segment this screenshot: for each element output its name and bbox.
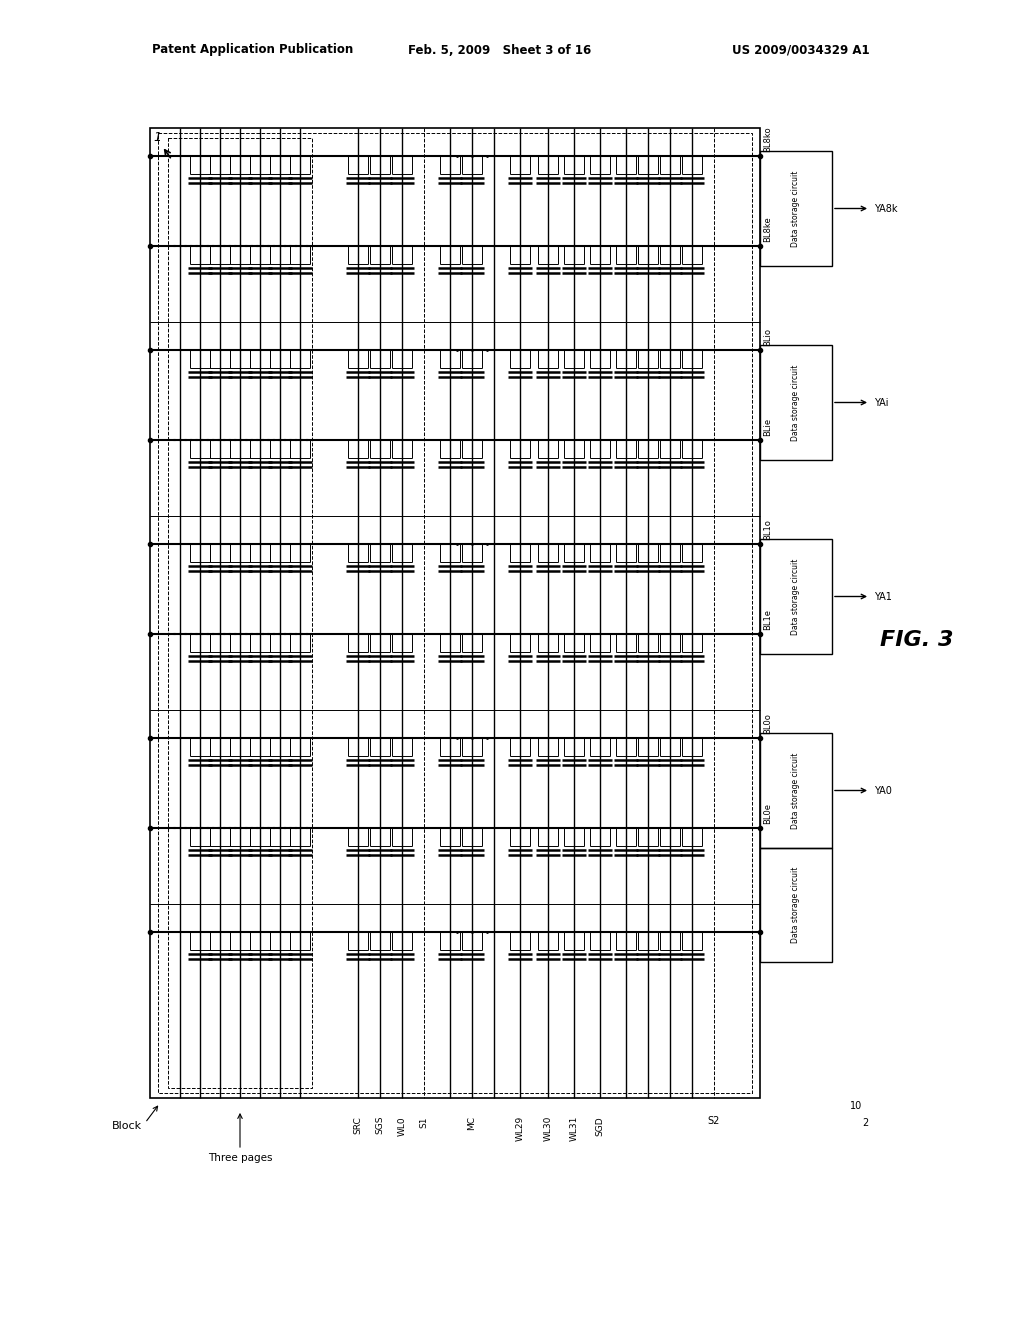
Text: Block: Block — [112, 1121, 142, 1131]
Bar — [760, 345, 831, 459]
Text: YAi: YAi — [874, 397, 889, 408]
Text: YA8k: YA8k — [874, 203, 897, 214]
Text: BL8ke: BL8ke — [763, 216, 772, 242]
Bar — [760, 150, 831, 267]
Text: YA0: YA0 — [874, 785, 892, 796]
Text: BL1e: BL1e — [763, 609, 772, 630]
Text: S1: S1 — [420, 1115, 428, 1127]
Text: YA1: YA1 — [874, 591, 892, 602]
Text: FIG. 3: FIG. 3 — [880, 630, 953, 649]
Text: 10: 10 — [850, 1101, 862, 1111]
Bar — [760, 539, 831, 653]
Bar — [760, 847, 831, 962]
Text: Data storage circuit: Data storage circuit — [792, 867, 801, 944]
Text: BLio: BLio — [763, 327, 772, 346]
Text: SGD: SGD — [596, 1115, 604, 1135]
Bar — [158, 133, 752, 1093]
Text: Data storage circuit: Data storage circuit — [792, 558, 801, 635]
Bar — [150, 128, 760, 1098]
Text: Data storage circuit: Data storage circuit — [792, 170, 801, 247]
Text: WL30: WL30 — [544, 1115, 553, 1142]
Text: MC: MC — [468, 1115, 476, 1130]
Text: Data storage circuit: Data storage circuit — [792, 752, 801, 829]
Text: 1: 1 — [153, 131, 161, 144]
Text: BL0e: BL0e — [763, 803, 772, 824]
Text: SGS: SGS — [376, 1115, 384, 1134]
Text: US 2009/0034329 A1: US 2009/0034329 A1 — [732, 44, 870, 57]
Text: BL8ko: BL8ko — [763, 127, 772, 152]
Text: WL0: WL0 — [397, 1115, 407, 1135]
Text: Three pages: Three pages — [208, 1152, 272, 1163]
Bar — [760, 733, 831, 847]
Bar — [168, 139, 312, 1088]
Text: BL0o: BL0o — [763, 713, 772, 734]
Text: 2: 2 — [862, 1118, 868, 1129]
Text: BLie: BLie — [763, 418, 772, 436]
Text: Data storage circuit: Data storage circuit — [792, 364, 801, 441]
Text: Patent Application Publication: Patent Application Publication — [152, 44, 353, 57]
Text: WL29: WL29 — [515, 1115, 524, 1142]
Text: S2: S2 — [708, 1115, 720, 1126]
Text: SRC: SRC — [353, 1115, 362, 1134]
Text: WL31: WL31 — [569, 1115, 579, 1142]
Text: Feb. 5, 2009   Sheet 3 of 16: Feb. 5, 2009 Sheet 3 of 16 — [409, 44, 592, 57]
Text: BL1o: BL1o — [763, 519, 772, 540]
